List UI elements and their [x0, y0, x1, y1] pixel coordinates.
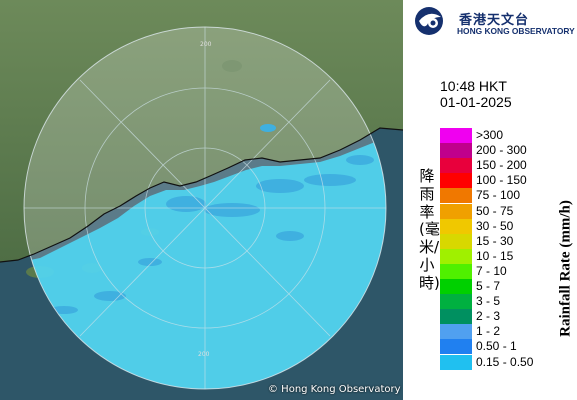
legend-label: 0.15 - 0.50 — [476, 354, 534, 369]
logo-name-en: HONG KONG OBSERVATORY — [457, 26, 575, 36]
legend-label: 1 - 2 — [476, 324, 501, 339]
legend-label: 7 - 10 — [476, 263, 507, 278]
legend-title-zh: 降雨率(毫米/小時) — [419, 167, 440, 292]
legend-swatch — [440, 218, 472, 234]
legend-title-en-wrapper: Rainfall Rate (mm/h) — [556, 160, 576, 360]
timestamp-date: 01-01-2025 — [440, 94, 512, 110]
legend-label: 15 - 30 — [476, 233, 514, 248]
legend-swatch — [440, 354, 472, 370]
legend-label: 100 - 150 — [476, 173, 527, 188]
timestamp-time: 10:48 HKT — [440, 78, 507, 94]
legend-label: 3 - 5 — [476, 294, 501, 309]
legend-panel: 香港天文台 HONG KONG OBSERVATORY 10:48 HKT 01… — [403, 0, 577, 400]
legend-label: 5 - 7 — [476, 279, 501, 293]
legend-swatch — [440, 339, 472, 355]
legend-label: 30 - 50 — [476, 218, 514, 233]
copyright-text: © Hong Kong Observatory — [268, 384, 401, 395]
range-label-top: 200 — [200, 41, 212, 48]
coastline — [0, 127, 403, 263]
range-circle — [23, 26, 387, 390]
legend-swatch — [440, 248, 472, 264]
hko-logo: 香港天文台 HONG KONG OBSERVATORY — [411, 5, 575, 39]
legend-label: 10 - 15 — [476, 248, 514, 263]
legend-swatch — [440, 203, 472, 219]
legend-swatch — [440, 233, 472, 249]
legend-label: 50 - 75 — [476, 203, 514, 218]
legend-label: 2 - 3 — [476, 309, 501, 324]
legend-swatch — [440, 324, 472, 340]
legend-swatch — [440, 309, 472, 325]
legend-label: 0.50 - 1 — [476, 339, 517, 354]
radar-map: 200 200 © Hong Kong Observatory — [0, 0, 403, 400]
legend-label: 75 - 100 — [476, 188, 521, 203]
legend-swatch — [440, 173, 472, 189]
radar-disc — [24, 27, 386, 389]
hko-logo-icon — [415, 7, 443, 35]
logo-name-zh: 香港天文台 — [459, 13, 530, 28]
legend-label: 150 - 200 — [476, 158, 527, 173]
legend-swatch — [440, 263, 472, 279]
legend-label: 200 - 300 — [476, 143, 527, 158]
legend-title-en: Rainfall Rate (mm/h) — [557, 200, 574, 337]
range-rings — [24, 27, 386, 389]
legend-swatch — [440, 158, 472, 174]
range-label-bottom: 200 — [198, 351, 210, 358]
legend-label: >300 — [476, 128, 504, 142]
legend-swatch — [440, 143, 472, 159]
legend-swatch — [440, 188, 472, 204]
legend-swatch — [440, 294, 472, 310]
legend-swatch — [440, 279, 472, 295]
land-mass — [0, 0, 403, 262]
legend-swatch — [440, 128, 472, 144]
